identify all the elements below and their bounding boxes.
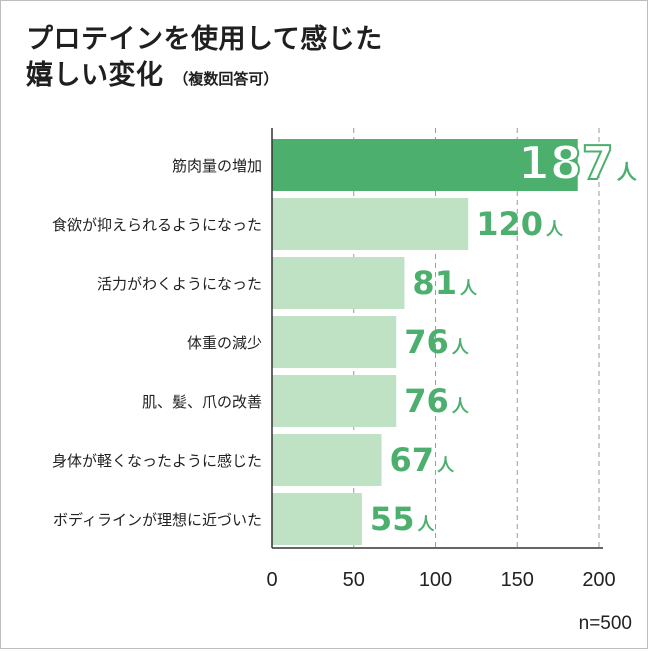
category-label: 食欲が抑えられるようになった xyxy=(52,216,262,234)
value-label: 81 人 xyxy=(412,264,478,302)
value-label: 120 人 xyxy=(476,205,564,243)
value-label: 187 人 xyxy=(518,136,638,190)
category-label: 体重の減少 xyxy=(187,334,262,352)
bar xyxy=(272,316,397,368)
value-label: 76 人 xyxy=(404,382,470,420)
title-note: （複数回答可） xyxy=(173,70,279,88)
x-tick-label: 200 xyxy=(582,569,615,591)
title-line-2-main: 嬉しい変化 xyxy=(26,60,164,91)
category-label: 筋肉量の増加 xyxy=(172,157,262,175)
category-label: 身体が軽くなったように感じた xyxy=(52,452,262,470)
value-label: 67 人 xyxy=(390,441,456,479)
x-tick-label: 50 xyxy=(343,569,365,591)
bar xyxy=(272,375,397,427)
category-label: 活力がわくようになった xyxy=(97,275,262,293)
value-label: 76 人 xyxy=(404,323,470,361)
sample-size-label: n=500 xyxy=(578,613,632,634)
value-label: 55 人 xyxy=(370,500,436,538)
bar xyxy=(272,139,578,191)
x-tick-label: 0 xyxy=(266,569,277,591)
chart-title: プロテインを使用して感じた 嬉しい変化 （複数回答可） xyxy=(26,22,383,97)
bar xyxy=(272,257,405,309)
bar xyxy=(272,198,469,250)
title-line-1: プロテインを使用して感じた xyxy=(26,24,383,55)
bar xyxy=(272,434,382,486)
x-tick-label: 100 xyxy=(419,569,452,591)
title-line-2: 嬉しい変化 （複数回答可） xyxy=(26,58,383,97)
category-label: ボディラインが理想に近づいた xyxy=(53,511,262,529)
category-label: 肌、髪、爪の改善 xyxy=(142,393,262,411)
bar xyxy=(272,493,362,545)
x-tick-label: 150 xyxy=(501,569,534,591)
